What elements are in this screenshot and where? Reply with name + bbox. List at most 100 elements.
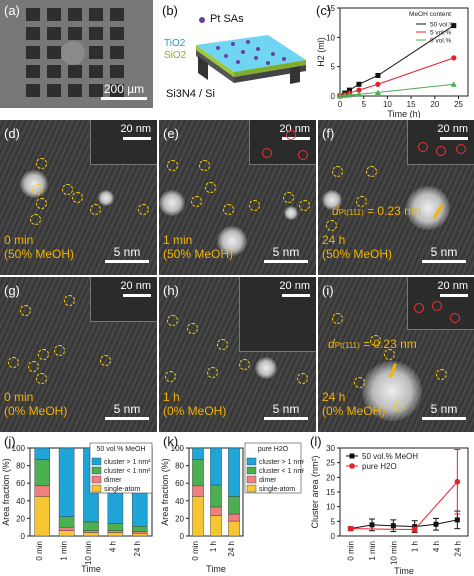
x-tick-label: 1 min [60, 541, 69, 561]
panel-label-g: (g) [4, 283, 20, 298]
panel-label-c: (c) [316, 3, 332, 18]
panel-j-chart: (j) 0 20 40 60 80 100 0 min 1 min 10 min 4 h 24 h T… [0, 434, 157, 576]
legend-marker [349, 453, 355, 459]
y-tick-label: 0 [331, 92, 336, 101]
data-point [412, 524, 418, 530]
data-point [337, 93, 343, 99]
y-tick-label: 40 [175, 497, 184, 506]
sem-scalebar: 200 µm [101, 82, 147, 100]
panel-e-condition: 1 min (50% MeOH) [163, 233, 234, 261]
panel-label-h: (h) [163, 283, 179, 298]
legend-label: cluster > 1 nm² [104, 459, 151, 466]
panel-h-inset: 20 nm [239, 277, 316, 352]
legend-label: cluster > 1 nm² [259, 459, 304, 466]
bar-segment [132, 526, 148, 532]
x-tick-label: 0 min [191, 541, 200, 561]
y-tick-label: 5 [331, 63, 336, 72]
panel-i-tem: 20 nm (i) dPt(111) = 0.23 nm 24 h (0% MeO… [318, 277, 474, 432]
panel-g-scalebar: 5 nm [105, 402, 149, 420]
bar-segment [210, 447, 222, 486]
legend-label: 50 vol.% MeOH [362, 452, 418, 461]
panel-g-condition: 0 min (0% MeOH) [4, 390, 68, 418]
data-point [341, 92, 348, 98]
bar-segment [210, 515, 222, 537]
bar-segment [107, 532, 124, 537]
panel-g-tem: 20 nm (g) 0 min (0% MeOH) 5 nm [0, 277, 157, 432]
sem-membrane-square [68, 27, 82, 40]
sem-membrane-square [47, 27, 61, 40]
panel-d-condition: 0 min (50% MeOH) [4, 233, 75, 261]
sem-membrane-square [26, 65, 40, 78]
inset-scale-text: 20 nm [279, 280, 310, 292]
x-tick-label: 0 [338, 100, 343, 109]
x-axis-label: Time (h) [387, 109, 420, 118]
panel-b-schematic: (b) Pt SAs TiO2 SiO2 Si3N4 / Si [158, 0, 310, 108]
panel-e-tem: 20 nm (e) 1 min (50% MeOH) 5 nm [159, 120, 316, 275]
panel-label-a: (a) [4, 3, 20, 18]
y-axis-label: H2 (ml) [316, 37, 326, 67]
bar-segment [34, 485, 50, 497]
x-axis-label: Time [81, 564, 101, 574]
panel-label-j: (j) [4, 434, 16, 449]
sem-membrane-square [26, 27, 40, 40]
panel-i-dspacing: dPt(111) = 0.23 nm [328, 337, 417, 351]
sem-scalebar-text: 200 µm [103, 82, 145, 96]
data-point [355, 91, 362, 97]
bar-segment [192, 447, 204, 460]
y-axis-label: Cluster area (nm²) [310, 455, 320, 528]
x-tick-label: 10 [383, 100, 392, 109]
legend-swatch [246, 466, 257, 475]
data-point [375, 81, 381, 87]
panel-i-inset: 20 nm [407, 277, 474, 330]
tio2-label: TiO2 [164, 38, 186, 49]
legend-label: 50 vol.% [430, 22, 455, 29]
panel-f-scalebar: 5 nm [422, 245, 466, 263]
legend-swatch [91, 484, 102, 493]
pt-sas-legend: Pt SAs [210, 13, 244, 25]
panel-label-i: (i) [322, 283, 334, 298]
x-tick-label: 24 h [227, 541, 236, 557]
sem-membrane-square [89, 46, 103, 59]
data-point [375, 72, 381, 78]
panel-i-scalebar: 5 nm [422, 402, 466, 420]
series-line [350, 481, 458, 531]
sem-grid [0, 0, 153, 108]
panel-label-d: (d) [4, 126, 20, 141]
panel-h-tem: 20 nm (h) 1 h (0% MeOH) 5 nm [159, 277, 316, 432]
bar-segment [228, 520, 240, 537]
y-tick-label: 100 [171, 444, 185, 453]
x-tick-label: 0 min [347, 541, 356, 561]
x-tick-label: 25 [454, 100, 463, 109]
sem-membrane-square [110, 8, 124, 21]
data-point [346, 87, 352, 93]
y-tick-label: 40 [16, 497, 25, 506]
panel-label-l: (l) [310, 434, 322, 449]
plot-frame [339, 7, 469, 97]
inset-scale-text: 20 nm [120, 280, 151, 292]
panel-d-scalebar: 5 nm [105, 245, 149, 263]
bar-segment [132, 531, 148, 534]
bar-segment [83, 521, 99, 531]
y-tick-label: 15 [326, 488, 335, 497]
legend-label: single-atom [259, 486, 295, 493]
x-tick-label: 1 h [209, 541, 218, 552]
sem-membrane-square [47, 65, 61, 78]
data-point [346, 91, 353, 98]
x-tick-label: 24 h [133, 541, 142, 557]
panel-label-f: (f) [322, 126, 335, 141]
bar-segment [192, 459, 204, 487]
panel-d-tem: 20 nm (d) 0 min (50% MeOH) 5 nm [0, 120, 157, 275]
x-tick-label: 4 h [432, 541, 441, 552]
data-point [450, 81, 457, 87]
sem-membrane-square [47, 84, 61, 97]
panel-h-scalebar: 5 nm [264, 402, 308, 420]
bar-segment [107, 523, 124, 531]
y-tick-label: 0 [180, 532, 185, 541]
sem-membrane-square [110, 84, 124, 97]
legend-label: pure H2O [362, 462, 397, 471]
data-point [390, 523, 396, 529]
data-point [411, 526, 418, 533]
panel-f-tem: 20 nm (f) dPt(111) = 0.23 nm 24 h (50% Me… [318, 120, 474, 275]
legend-label: cluster < 1 nm² [259, 468, 304, 475]
